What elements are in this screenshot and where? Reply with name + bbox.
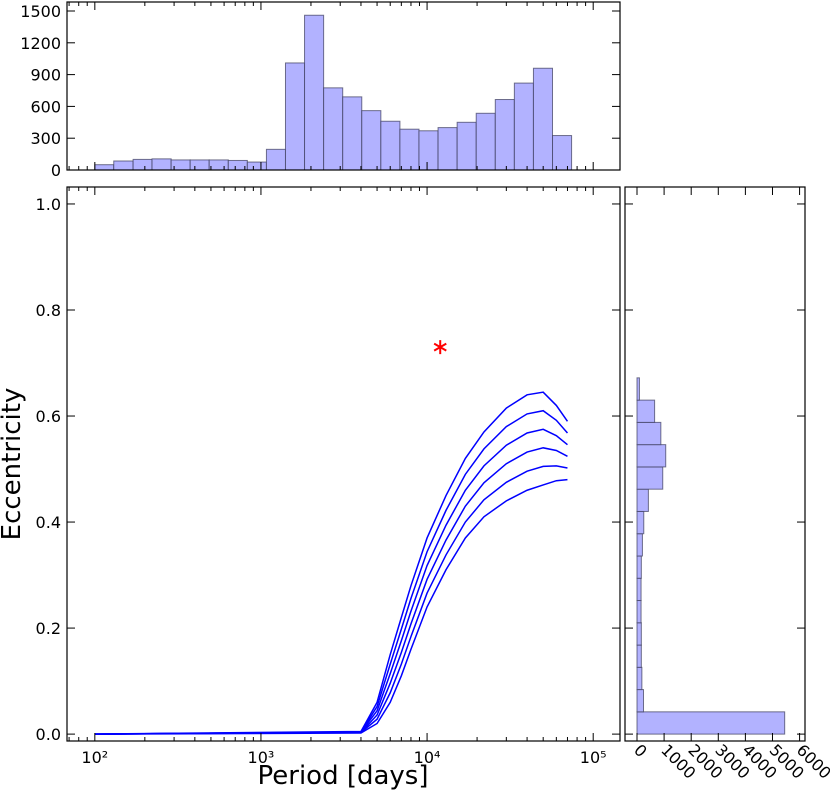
hist-bar (399, 128, 420, 171)
y-tick-label: 0.4 (36, 513, 61, 532)
x-tick-label: 10⁴ (414, 748, 441, 767)
hist-bar (532, 67, 554, 171)
hist-bar (552, 135, 573, 171)
y-tick-label: 600 (30, 97, 61, 116)
axes-frame (624, 186, 806, 742)
y-tick-label: 0.6 (36, 407, 61, 426)
axes-frame (66, 186, 621, 742)
hist-bar (636, 533, 643, 557)
star-marker (433, 340, 447, 355)
hist-bar (636, 510, 645, 535)
x-axis-label: Period [days] (258, 761, 429, 791)
hist-bar (475, 112, 496, 171)
hist-bar (208, 159, 229, 171)
hist-bar (189, 159, 210, 171)
curve (94, 478, 568, 735)
hist-bar (636, 421, 662, 446)
hist-bar (304, 14, 325, 171)
hist-bar (636, 622, 642, 646)
hist-bar (636, 711, 786, 735)
hist-bar (513, 82, 534, 171)
y-tick-label: 1200 (20, 34, 61, 53)
y-tick-label: 1500 (20, 2, 61, 21)
hist-bar (380, 120, 401, 171)
hist-bar (636, 666, 643, 691)
x-tick-label: 0 (630, 740, 651, 761)
hist-bar (94, 164, 115, 171)
curve (94, 428, 568, 735)
hist-bar (265, 148, 286, 171)
hist-bar (636, 555, 642, 579)
hist-bar (636, 466, 664, 490)
y-axis-label: Eccentricity (0, 388, 27, 541)
hist-bar (361, 110, 382, 171)
x-tick-label: 10⁵ (580, 748, 607, 767)
hist-bar (494, 99, 515, 171)
axes-frame (66, 1, 621, 171)
y-tick-label: 1.0 (36, 195, 61, 214)
y-tick-label: 300 (30, 129, 61, 148)
hist-bar (636, 577, 642, 602)
hist-bar (284, 62, 306, 171)
hist-bar (636, 644, 642, 668)
curve (94, 391, 569, 735)
y-tick-label: 0.8 (36, 301, 61, 320)
hist-bar (113, 160, 134, 171)
hist-bar (132, 158, 153, 171)
hist-bar (418, 130, 439, 171)
x-tick-label: 10³ (248, 748, 275, 767)
x-tick-label: 10² (81, 748, 108, 767)
y-tick-label: 0 (51, 161, 61, 180)
hist-bar (246, 161, 267, 171)
hist-bar (636, 377, 640, 401)
curve (94, 465, 568, 735)
hist-bar (342, 96, 363, 171)
hist-bar (636, 488, 649, 512)
y-tick-label: 0.0 (36, 725, 61, 744)
curve (94, 409, 569, 735)
hist-bar (151, 158, 172, 171)
y-tick-label: 900 (30, 66, 61, 85)
hist-bar (636, 689, 645, 713)
hist-bar (636, 444, 667, 468)
hist-bar (456, 121, 477, 171)
hist-bar (636, 399, 656, 423)
y-tick-label: 0.2 (36, 619, 61, 638)
curve (94, 447, 568, 735)
hist-bar (636, 600, 642, 624)
hist-bar (323, 87, 344, 171)
hist-bar (437, 127, 458, 171)
